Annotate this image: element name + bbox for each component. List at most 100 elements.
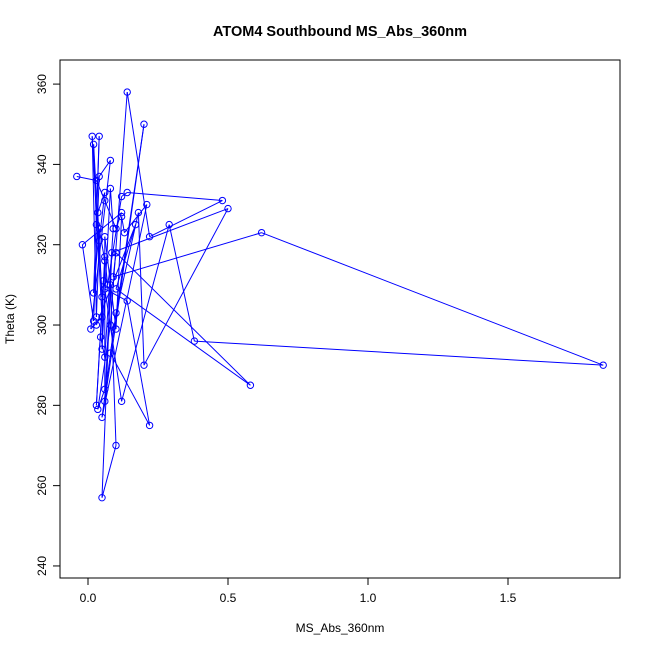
data-point [92, 321, 101, 329]
y-tick-label: 280 [35, 395, 49, 415]
data-point [96, 333, 105, 341]
series-segment [104, 288, 123, 402]
series-segment [137, 212, 145, 366]
series-segment [261, 232, 604, 366]
data-point [92, 313, 101, 321]
series-segment [124, 204, 148, 233]
series-segment [104, 200, 117, 229]
y-axis: 240 260 280 300 320 340 360 [35, 74, 61, 576]
series-segment [111, 208, 229, 254]
data-point [106, 184, 115, 193]
series-segment [126, 300, 151, 426]
data-point [145, 421, 154, 430]
data-point [112, 441, 120, 450]
series-segment [109, 352, 151, 426]
plot-marks [73, 88, 607, 502]
series-segment [107, 196, 123, 285]
series-segment [109, 284, 117, 446]
data-point [117, 192, 126, 201]
data-point [108, 249, 116, 257]
series-segment [81, 244, 95, 322]
data-point [78, 241, 87, 249]
data-point [95, 236, 103, 245]
series-segment [121, 224, 170, 402]
series-segment [93, 228, 100, 293]
series-segment [149, 200, 223, 238]
x-axis-label: MS_Abs_360nm [296, 621, 385, 635]
series-segment [115, 224, 137, 290]
data-point [101, 253, 109, 261]
data-point [117, 212, 126, 221]
data-point [123, 188, 131, 197]
data-point [190, 337, 199, 345]
series-segment [194, 340, 604, 366]
data-point [106, 321, 115, 329]
data-point [98, 345, 106, 353]
data-point [87, 325, 95, 333]
data-point [109, 273, 117, 281]
data-point [95, 132, 103, 140]
data-point [145, 232, 154, 241]
data-point [143, 200, 151, 209]
data-point [99, 277, 108, 285]
data-point [131, 220, 140, 229]
x-tick-label: 0.5 [220, 591, 237, 605]
data-point [94, 208, 102, 217]
series-segment [115, 288, 251, 386]
data-point [101, 285, 109, 293]
series-segment [95, 256, 106, 406]
data-point [134, 208, 143, 217]
data-point [224, 204, 232, 213]
series-segment [121, 216, 125, 233]
y-tick-label: 240 [35, 556, 49, 576]
data-point [106, 349, 115, 357]
data-point [106, 156, 115, 165]
series-segment [143, 208, 229, 366]
data-point [95, 172, 103, 181]
data-point [101, 385, 109, 393]
data-point [89, 289, 98, 297]
data-point [123, 297, 131, 305]
data-point [73, 172, 81, 181]
data-point [101, 188, 109, 197]
data-point [98, 293, 106, 301]
series-segment [104, 284, 111, 402]
x-tick-label: 1.5 [500, 591, 517, 605]
y-tick-label: 320 [35, 234, 49, 254]
y-axis-label: Theta (K) [3, 294, 17, 344]
series-segment [93, 144, 97, 225]
series-segment [93, 144, 103, 297]
series-segment [109, 124, 145, 354]
data-point [218, 196, 227, 205]
chart-title: ATOM4 Southbound MS_Abs_360nm [213, 24, 467, 40]
data-point [123, 88, 131, 96]
x-tick-label: 0.0 [80, 591, 97, 605]
data-point [246, 381, 255, 389]
data-point [140, 361, 148, 369]
data-point [106, 281, 115, 289]
data-point [89, 140, 98, 149]
data-point [112, 309, 120, 317]
series-segment [93, 136, 100, 293]
x-tick-label: 1.0 [360, 591, 377, 605]
data-point [98, 413, 106, 422]
data-point [120, 228, 129, 237]
data-point [140, 120, 148, 128]
data-point [257, 228, 266, 237]
data-point [95, 224, 103, 233]
data-point [112, 224, 120, 233]
data-point [92, 401, 101, 410]
data-point [117, 397, 126, 406]
series-segment [98, 228, 106, 261]
series-segment [104, 288, 128, 302]
data-point [94, 405, 102, 414]
data-point [101, 397, 109, 406]
data-point [112, 249, 120, 257]
series-segment [112, 252, 117, 277]
data-point [109, 224, 117, 233]
y-tick-label: 340 [35, 154, 49, 174]
series-segment [95, 240, 100, 318]
x-axis: 0.0 0.5 1.0 1.5 [80, 577, 517, 605]
series-segment [115, 252, 251, 386]
